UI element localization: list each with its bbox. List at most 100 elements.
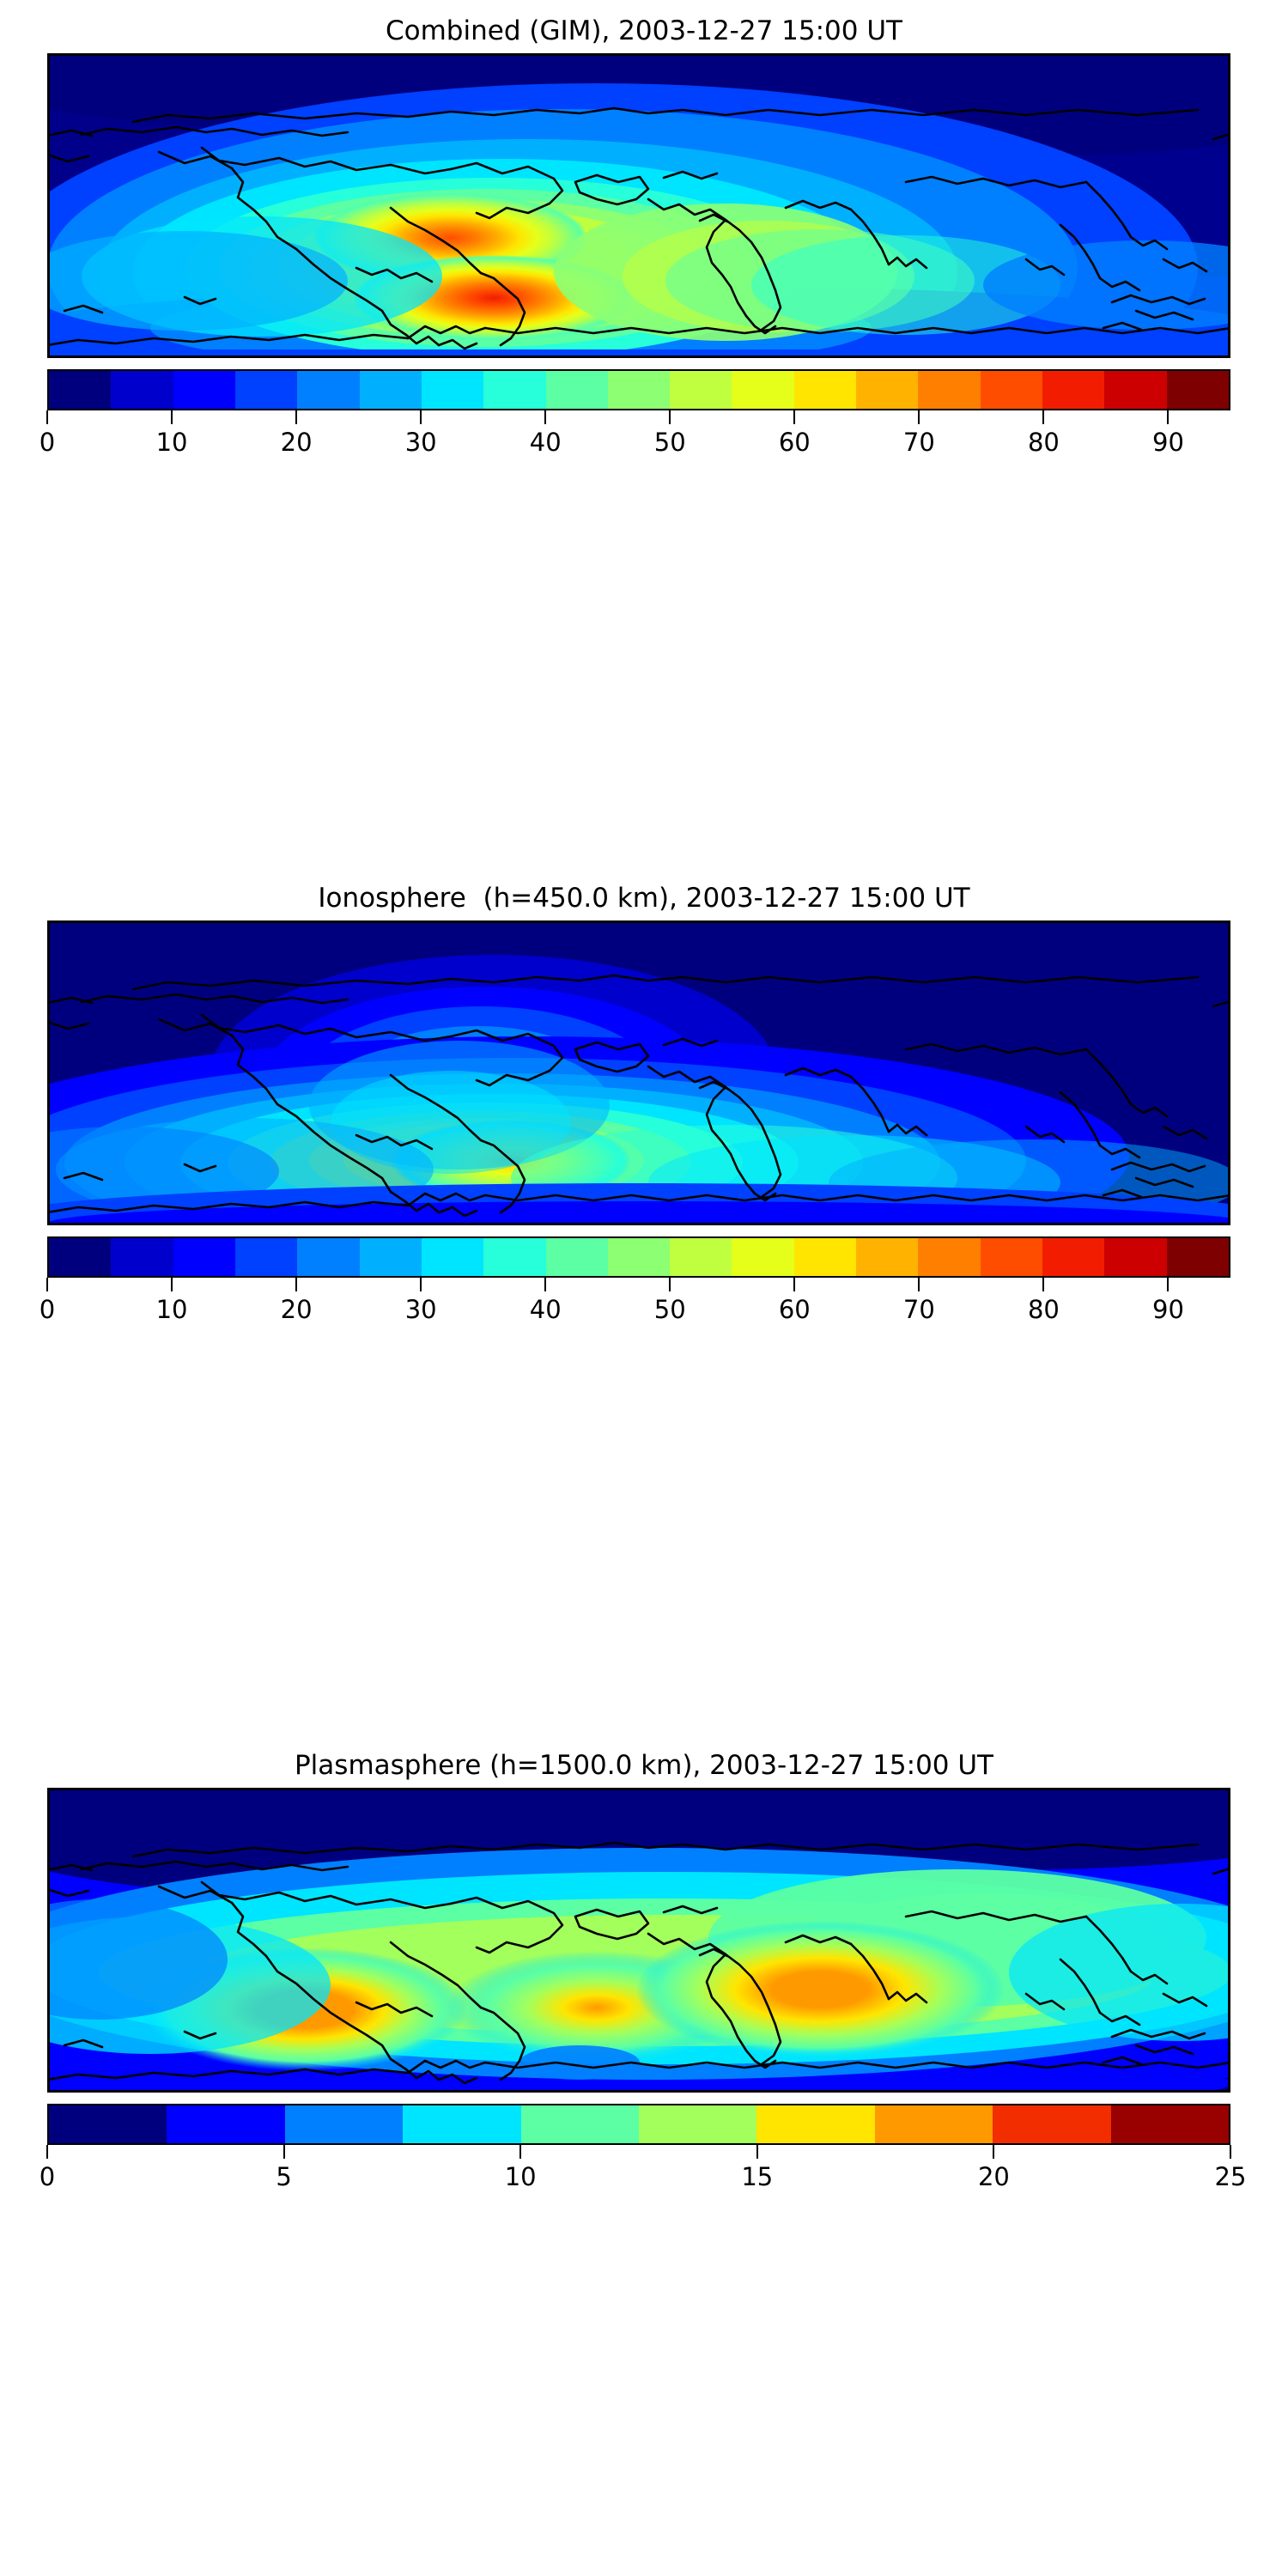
colorbar-band-17	[1104, 1238, 1167, 1276]
colorbar-tick-90	[1167, 410, 1170, 424]
colorbar-band-8	[993, 2105, 1111, 2143]
colorbar-band-9	[607, 1238, 671, 1276]
colorbar-band-0	[49, 1238, 112, 1276]
map-border-plasmasphere	[47, 1788, 1230, 2093]
coastlines-combined	[47, 106, 1230, 350]
map-canvas-ionosphere	[47, 920, 1230, 1225]
colorbar-tick-50	[669, 1278, 671, 1291]
colorbar-bands-plasmasphere	[47, 2104, 1230, 2145]
contour-field-combined	[47, 53, 1230, 358]
colorbar-band-9	[1110, 2105, 1230, 2143]
colorbar-tick-20	[295, 410, 298, 424]
panel-plasmasphere: Plasmasphere (h=1500.0 km), 2003-12-27 1…	[0, 1750, 1288, 2191]
colorbar-band-0	[49, 371, 112, 409]
colorbar-band-2	[173, 1238, 235, 1276]
colorbar-tick-label-0: 0	[39, 428, 56, 457]
colorbar-band-10	[670, 1238, 732, 1276]
colorbar-tick-5	[283, 2145, 285, 2159]
colorbar-band-9	[607, 371, 671, 409]
map-border-ionosphere	[47, 920, 1230, 1225]
colorbar-band-13	[856, 1238, 919, 1276]
colorbar-band-2	[173, 371, 235, 409]
colorbar-band-6	[756, 2105, 875, 2143]
colorbar-tick-label-0: 0	[39, 1295, 56, 1324]
colorbar-tick-label-60: 60	[778, 428, 811, 457]
map-canvas-plasmasphere	[47, 1788, 1230, 2093]
colorbar-tick-label-50: 50	[653, 428, 686, 457]
colorbar-tick-label-25: 25	[1214, 2162, 1247, 2191]
colorbar-tick-40	[544, 410, 547, 424]
colorbar-band-12	[793, 1238, 857, 1276]
contour-field-plasmasphere	[47, 1788, 1230, 2093]
colorbar-band-6	[421, 1238, 484, 1276]
map-combined-gim	[47, 53, 1230, 358]
colorbar-band-1	[111, 371, 173, 409]
colorbar-axis-combined: 0 10 20 30 40 50 60 70 80 90	[39, 410, 1230, 462]
panel-title-combined: Combined (GIM), 2003-12-27 15:00 UT	[386, 15, 902, 46]
colorbar-tick-label-10: 10	[504, 2162, 537, 2191]
colorbar-band-8	[545, 371, 608, 409]
colorbar-band-10	[670, 371, 732, 409]
colorbar-tick-20	[993, 2145, 995, 2159]
colorbar-band-16	[1042, 371, 1105, 409]
colorbar-band-8	[545, 1238, 608, 1276]
colorbar-band-17	[1104, 371, 1167, 409]
panel-title-plasmasphere: Plasmasphere (h=1500.0 km), 2003-12-27 1…	[294, 1750, 993, 1781]
colorbar-tick-label-60: 60	[778, 1295, 811, 1324]
map-plasmasphere	[47, 1788, 1230, 2093]
map-border-combined	[47, 53, 1230, 358]
colorbar-band-6	[421, 371, 484, 409]
colorbar-band-1	[167, 2105, 285, 2143]
colorbar-axis-plasmasphere: 0 5 10 15 20 25	[39, 2145, 1246, 2196]
colorbar-band-1	[111, 1238, 173, 1276]
coastlines-ionosphere	[47, 974, 1230, 1218]
colorbar-tick-0	[46, 410, 48, 424]
colorbar-tick-label-40: 40	[529, 1295, 562, 1324]
colorbar-band-11	[732, 371, 794, 409]
panel-combined-gim: Combined (GIM), 2003-12-27 15:00 UT	[0, 15, 1288, 457]
colorbar-tick-label-30: 30	[404, 1295, 437, 1324]
panel-ionosphere: Ionosphere (h=450.0 km), 2003-12-27 15:0…	[0, 883, 1288, 1324]
colorbar-band-18	[1166, 1238, 1229, 1276]
colorbar-band-3	[234, 371, 298, 409]
colorbar-band-13	[856, 371, 919, 409]
colorbar-tick-70	[918, 1278, 920, 1291]
colorbar-tick-40	[544, 1278, 547, 1291]
colorbar-band-3	[403, 2105, 521, 2143]
colorbar-tick-label-5: 5	[276, 2162, 292, 2191]
colorbar-tick-60	[793, 410, 796, 424]
map-canvas-combined	[47, 53, 1230, 358]
colorbar-bands-combined	[47, 369, 1230, 410]
colorbar-band-5	[359, 1238, 422, 1276]
colorbar-axis-ionosphere: 0 10 20 30 40 50 60 70 80 90	[39, 1278, 1230, 1329]
colorbar-band-0	[49, 2105, 167, 2143]
colorbar-tick-label-80: 80	[1027, 1295, 1060, 1324]
colorbar-band-15	[980, 371, 1042, 409]
colorbar-tick-label-70: 70	[902, 428, 935, 457]
colorbar-combined: 0 10 20 30 40 50 60 70 80 90	[39, 369, 1230, 464]
colorbar-tick-label-30: 30	[404, 428, 437, 457]
colorbar-tick-label-0: 0	[39, 2162, 56, 2191]
contour-field-ionosphere	[47, 920, 1230, 1225]
colorbar-tick-50	[669, 410, 671, 424]
colorbar-band-3	[234, 1238, 298, 1276]
colorbar-plasmasphere: 0 5 10 15 20 25	[39, 2104, 1246, 2198]
map-ionosphere	[47, 920, 1230, 1225]
colorbar-tick-label-20: 20	[280, 428, 313, 457]
colorbar-tick-30	[420, 410, 422, 424]
colorbar-band-16	[1042, 1238, 1105, 1276]
colorbar-tick-label-20: 20	[280, 1295, 313, 1324]
colorbar-tick-label-10: 10	[155, 428, 188, 457]
colorbar-band-5	[359, 371, 422, 409]
colorbar-tick-label-80: 80	[1027, 428, 1060, 457]
colorbar-band-11	[732, 1238, 794, 1276]
colorbar-band-12	[793, 371, 857, 409]
colorbar-band-2	[284, 2105, 404, 2143]
colorbar-tick-80	[1042, 1278, 1045, 1291]
colorbar-tick-label-15: 15	[741, 2162, 774, 2191]
colorbar-band-7	[483, 371, 546, 409]
colorbar-tick-25	[1230, 2145, 1231, 2159]
coastlines-plasmasphere	[47, 1841, 1230, 2085]
colorbar-band-4	[520, 2105, 640, 2143]
